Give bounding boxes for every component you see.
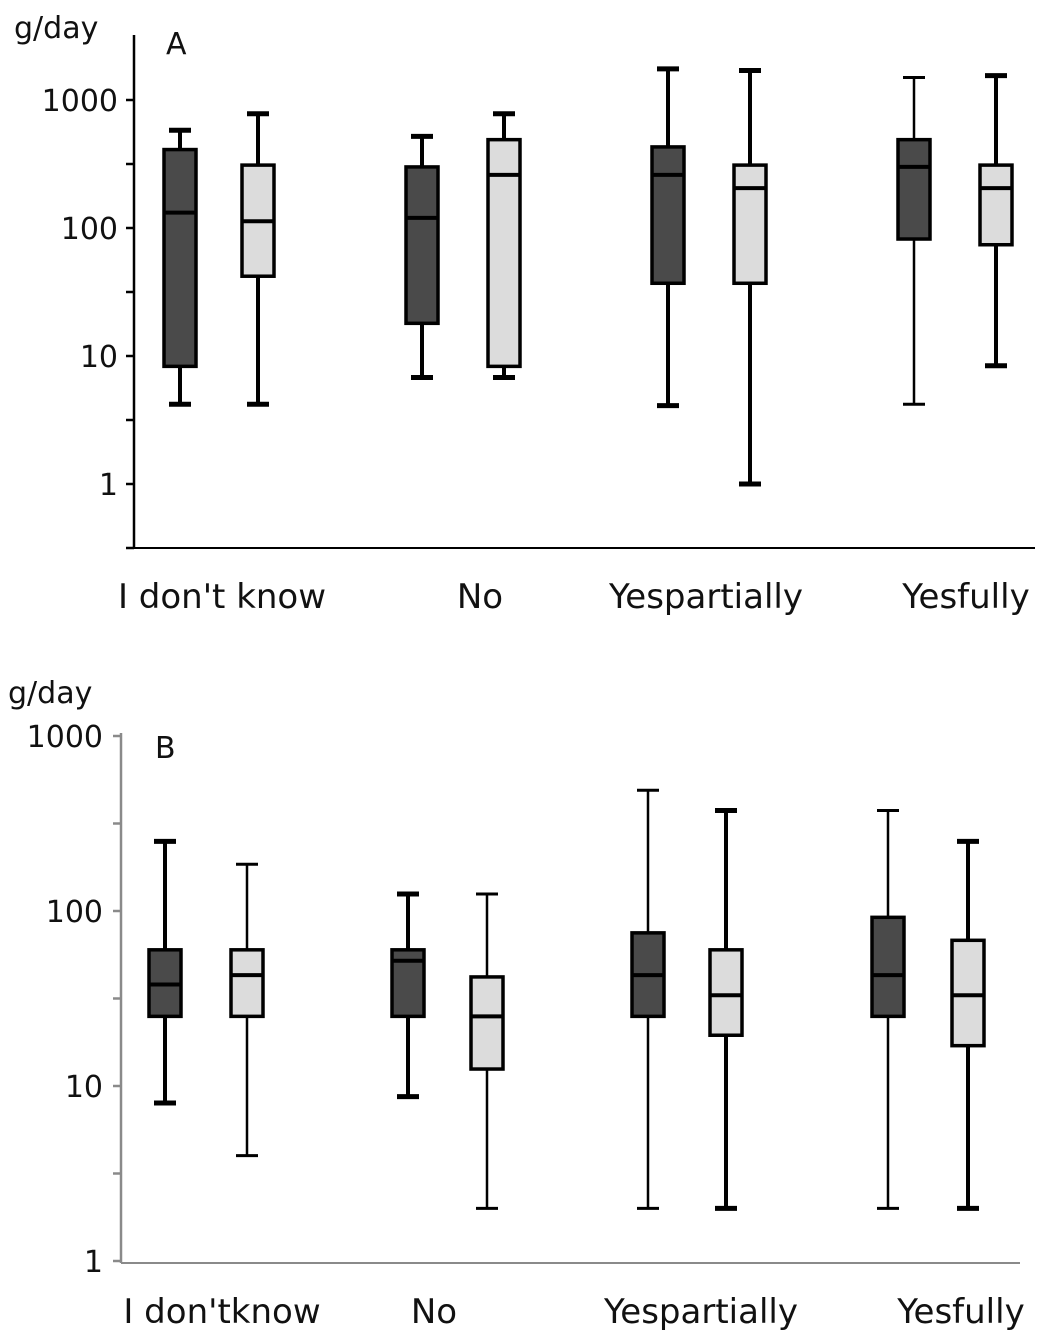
box-iqr	[162, 147, 198, 369]
box-light	[950, 838, 986, 1211]
box-dark	[650, 66, 686, 409]
box-iqr	[486, 137, 522, 369]
x-category-label: I don'tknow	[123, 1292, 320, 1332]
box-light	[732, 68, 768, 487]
box-iqr	[404, 165, 440, 326]
box-dark	[630, 788, 666, 1210]
box-dark	[870, 809, 906, 1210]
box-dark	[162, 127, 198, 407]
panel-b: g/day B 1 10 100 1000 I don'tknow No Yesparti…	[8, 676, 1025, 1332]
y-tick-label: 1	[84, 1245, 103, 1280]
panel-a-boxes	[162, 66, 1014, 487]
y-tick-label: 1000	[27, 720, 103, 755]
y-tick-label: 1000	[42, 84, 118, 119]
panel-b-label: B	[155, 731, 176, 766]
box-light	[469, 892, 505, 1210]
box-iqr	[229, 948, 265, 1019]
box-light	[229, 862, 265, 1158]
x-category-label: I don't know	[118, 577, 326, 617]
panel-a: g/day A 1 10 100 1000 I don't know No Yespart…	[14, 11, 1035, 617]
box-iqr	[469, 975, 505, 1071]
box-dark	[390, 891, 426, 1100]
panel-b-ylabel: g/day	[8, 676, 92, 711]
box-iqr	[896, 137, 932, 241]
panel-a-axes: 1 10 100 1000	[42, 35, 1035, 550]
box-iqr	[732, 163, 768, 286]
box-iqr	[978, 163, 1014, 247]
box-light	[708, 808, 744, 1211]
y-tick-label: 100	[61, 212, 118, 247]
x-category-label: Yespartially	[603, 1292, 798, 1332]
x-category-label: No	[457, 577, 503, 617]
x-category-label: Yesfully	[901, 577, 1029, 617]
y-tick-label: 10	[80, 340, 118, 375]
panel-a-ylabel: g/day	[14, 11, 98, 46]
box-iqr	[870, 915, 906, 1019]
box-iqr	[950, 938, 986, 1048]
y-tick-label: 10	[65, 1070, 103, 1105]
box-light	[978, 73, 1014, 369]
panel-a-label: A	[166, 27, 187, 62]
x-category-label: No	[411, 1292, 457, 1332]
y-tick-label: 1	[99, 468, 118, 503]
y-tick-label: 100	[46, 895, 103, 930]
box-iqr	[650, 145, 686, 286]
panel-b-x-labels: I don'tknow No Yespartially Yesfully	[123, 1292, 1024, 1332]
box-dark	[404, 133, 440, 380]
box-light	[240, 111, 276, 407]
box-light	[486, 111, 522, 380]
box-dark	[896, 75, 932, 406]
panel-a-x-labels: I don't know No Yespartially Yesfully	[118, 577, 1030, 617]
box-dark	[147, 838, 183, 1106]
box-iqr	[708, 948, 744, 1037]
panel-b-axes: 1 10 100 1000	[27, 720, 1020, 1280]
panel-b-boxes	[147, 788, 986, 1211]
x-category-label: Yespartially	[608, 577, 803, 617]
x-category-label: Yesfully	[896, 1292, 1024, 1332]
